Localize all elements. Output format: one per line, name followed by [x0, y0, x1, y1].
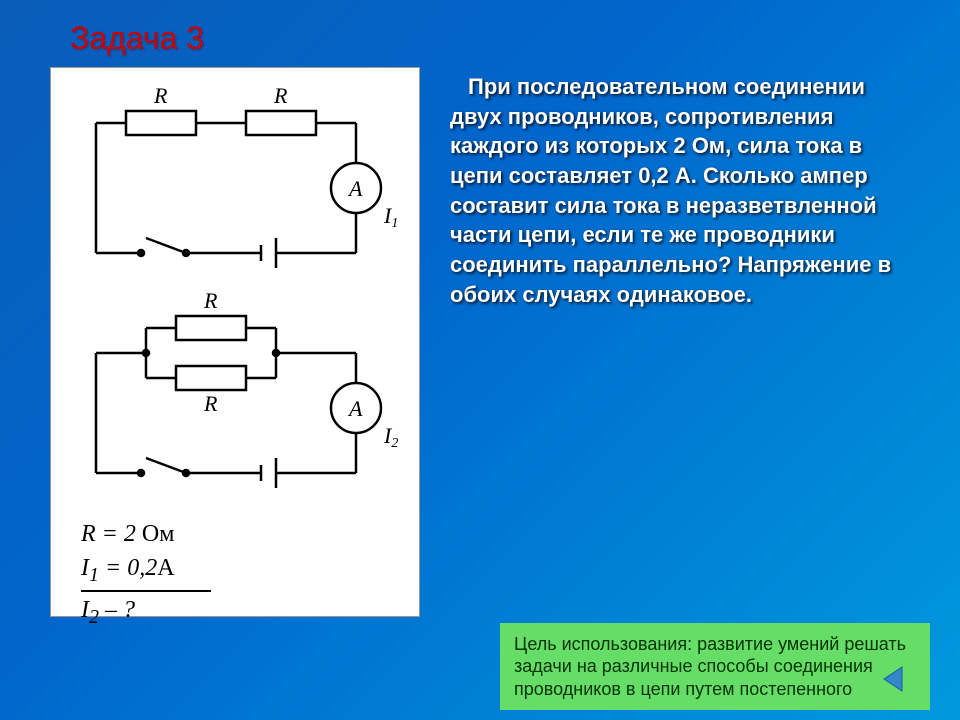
label-r1: R: [153, 83, 168, 108]
given-r: R = 2 Ом: [81, 518, 211, 552]
given-block: R = 2 Ом I1 = 0,2A I2 – ?: [81, 518, 211, 631]
label-r-top: R: [203, 288, 218, 313]
label-r2: R: [273, 83, 288, 108]
label-i1: I1: [383, 203, 398, 231]
diagram-panel: R R A I1: [50, 67, 420, 617]
nav-back-icon[interactable]: [876, 661, 912, 702]
page-title: Задача 3: [70, 20, 930, 57]
slide: Задача 3: [0, 0, 960, 720]
label-a2: A: [347, 396, 363, 421]
circuit-series: R R A I1: [66, 83, 406, 283]
label-i2: I2: [383, 423, 398, 451]
goal-box: Цель использования: развитие умений реша…: [500, 623, 930, 711]
label-r-bot: R: [203, 391, 218, 416]
content-row: R R A I1: [50, 67, 930, 617]
goal-text: Цель использования: развитие умений реша…: [514, 634, 906, 699]
given-i1: I1 = 0,2A: [81, 552, 211, 589]
circuit-parallel: R R A I2: [66, 283, 406, 503]
problem-text: При последовательном соединении двух про…: [450, 67, 930, 617]
label-a1: A: [347, 176, 363, 201]
given-i2: I2 – ?: [81, 594, 211, 631]
